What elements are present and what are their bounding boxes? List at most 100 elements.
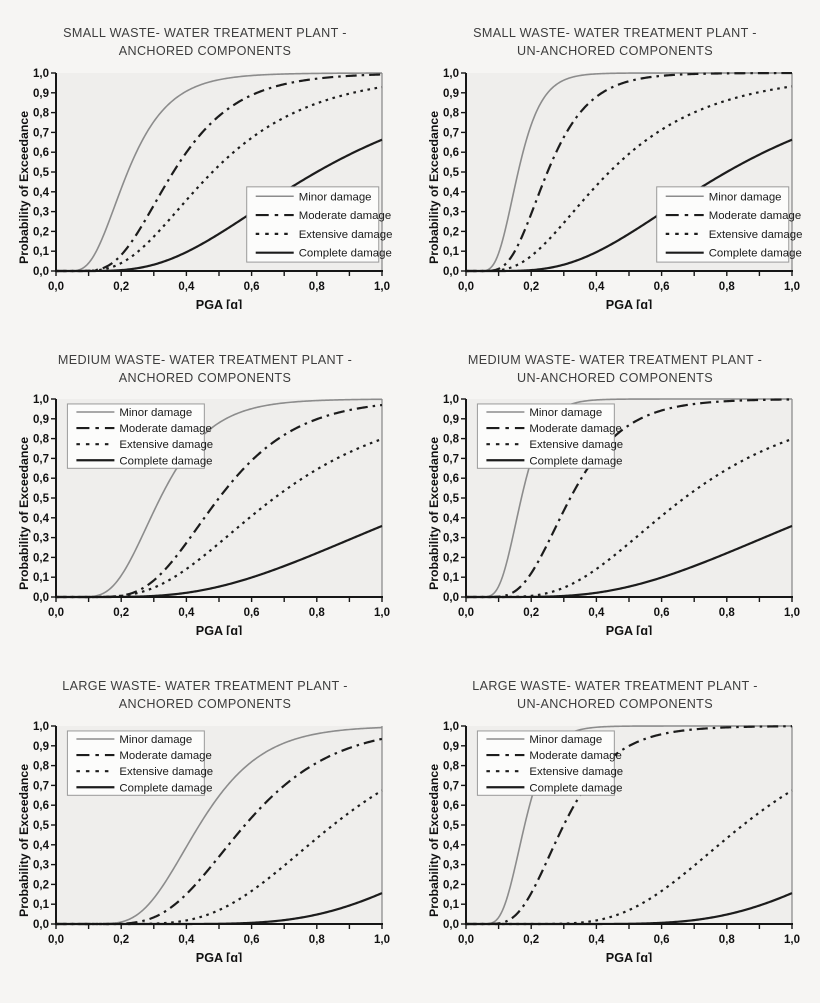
y-axis-label: Probability of Exceedance xyxy=(17,436,31,590)
plot-wrap: Probability of Exceedance 0,0 0,2 0,4 0,6 0,… xyxy=(0,718,410,962)
tick-label: 0,3 xyxy=(33,533,49,545)
chart-title-line2: UN-ANCHORED COMPONENTS xyxy=(517,44,713,59)
legend-label: Moderate damage xyxy=(529,423,621,435)
tick-label: 0,7 xyxy=(443,453,459,465)
chart-title-line1: SMALL WASTE- WATER TREATMENT PLANT - xyxy=(63,26,347,40)
tick-label: 0,1 xyxy=(33,899,50,911)
tick-label: 0,5 xyxy=(33,493,50,505)
tick-label: 0,4 xyxy=(443,186,460,198)
fragility-figure: SMALL WASTE- WATER TREATMENT PLANT - ANC… xyxy=(0,24,820,962)
tick-label: 0,6 xyxy=(443,800,459,812)
tick-label: 0,6 xyxy=(244,934,260,946)
legend-label: Minor damage xyxy=(529,407,602,419)
tick-label: 0,7 xyxy=(33,780,49,792)
plot-wrap: Probability of Exceedance 0,0 0,2 0,4 0,6 0,… xyxy=(410,65,820,309)
tick-label: 0,9 xyxy=(33,87,49,99)
tick-label: 0,8 xyxy=(719,934,736,946)
legend-label: Moderate damage xyxy=(119,750,211,762)
plot-wrap: Probability of Exceedance 0,0 0,2 0,4 0,6 0,… xyxy=(0,391,410,635)
legend-label: Complete damage xyxy=(119,782,212,794)
tick-label: 1,0 xyxy=(784,607,800,619)
legend-label: Extensive damage xyxy=(529,439,623,451)
tick-label: 0,2 xyxy=(443,226,459,238)
tick-label: 0,8 xyxy=(443,107,460,119)
curve-minor-damage xyxy=(56,71,382,272)
tick-label: 0,4 xyxy=(588,281,605,293)
tick-label: 0,6 xyxy=(654,934,670,946)
tick-label: 0,7 xyxy=(33,453,49,465)
curve-moderate-damage xyxy=(466,724,793,925)
legend-box xyxy=(66,729,205,796)
fragility-plot: 0,0 0,2 0,4 0,6 0,8 1,0 0,0 0,1 0,2 0,3 0,4 0,5 0,6 0… xyxy=(33,68,392,309)
chart-title-line2: UN-ANCHORED COMPONENTS xyxy=(517,370,713,385)
tick-label: 0,3 xyxy=(443,533,459,545)
tick-label: 1,0 xyxy=(443,721,459,733)
tick-label: 0,5 xyxy=(443,167,460,179)
tick-label: 0,6 xyxy=(443,147,459,159)
tick-label: 0,6 xyxy=(33,147,49,159)
legend-label: Extensive damage xyxy=(119,766,213,778)
legend-label: Minor damage xyxy=(529,733,602,745)
tick-label: 1,0 xyxy=(33,721,49,733)
tick-label: 0,2 xyxy=(113,934,129,946)
y-axis-label: Probability of Exceedance xyxy=(17,762,31,917)
y-axis-label: Probability of Exceedance xyxy=(17,109,31,264)
tick-label: 0,8 xyxy=(309,934,326,946)
tick-label: 0,8 xyxy=(33,107,50,119)
fragility-plot: 0,0 0,2 0,4 0,6 0,8 1,0 0,0 0,1 0,2 0,3 0,4 0,5 0,6 0… xyxy=(443,721,800,962)
tick-label: 0,4 xyxy=(588,934,605,946)
tick-label: 0,0 xyxy=(443,592,459,604)
legend-box xyxy=(476,403,615,469)
tick-label: 0,2 xyxy=(33,879,49,891)
tick-label: 0,6 xyxy=(244,607,260,619)
tick-label: 0,6 xyxy=(33,473,49,485)
plot-wrap: Probability of Exceedance 0,0 0,2 0,4 0,6 0,… xyxy=(410,718,820,962)
curve-moderate-damage xyxy=(466,71,792,272)
tick-label: 0,4 xyxy=(443,839,460,851)
legend-label: Minor damage xyxy=(299,191,372,203)
tick-label: 0,2 xyxy=(443,552,459,564)
plot-wrap: Probability of Exceedance 0,0 0,2 0,4 0,6 0,… xyxy=(0,65,410,309)
tick-label: 0,0 xyxy=(458,281,474,293)
tick-label: 0,8 xyxy=(309,281,326,293)
tick-label: PGA [g] xyxy=(606,951,652,962)
tick-label: 0,9 xyxy=(443,414,459,426)
tick-label: 1,0 xyxy=(33,394,49,406)
tick-label: 0,1 xyxy=(33,572,50,584)
tick-label: 0,2 xyxy=(33,226,49,238)
tick-label: 0,0 xyxy=(458,607,474,619)
chart-title-line2: UN-ANCHORED COMPONENTS xyxy=(517,697,713,712)
tick-label: 0,0 xyxy=(458,934,474,946)
tick-label: 0,1 xyxy=(443,572,460,584)
tick-label: 0,5 xyxy=(33,167,50,179)
tick-label: 0,6 xyxy=(654,607,670,619)
tick-label: 0,4 xyxy=(178,934,195,946)
tick-label: 1,0 xyxy=(374,607,390,619)
legend-label: Minor damage xyxy=(709,191,782,203)
tick-label: 0,4 xyxy=(443,513,460,525)
tick-label: 0,0 xyxy=(48,934,64,946)
chart-title-line1: SMALL WASTE- WATER TREATMENT PLANT - xyxy=(473,26,757,40)
curve-minor-damage xyxy=(466,398,792,598)
chart-panel-small-anchored: SMALL WASTE- WATER TREATMENT PLANT - ANC… xyxy=(0,24,410,309)
legend-label: Extensive damage xyxy=(709,228,802,240)
legend-label: Complete damage xyxy=(299,247,392,259)
tick-label: 0,0 xyxy=(443,919,459,931)
tick-label: 0,6 xyxy=(33,800,49,812)
legend-label: Complete damage xyxy=(119,455,212,467)
tick-label: 0,8 xyxy=(33,760,50,772)
tick-label: 0,8 xyxy=(309,607,326,619)
chart-title-line1: LARGE WASTE- WATER TREATMENT PLANT - xyxy=(472,679,758,693)
tick-label: 0,0 xyxy=(48,607,64,619)
tick-label: 0,0 xyxy=(33,919,49,931)
curve-minor-damage xyxy=(56,398,383,598)
tick-label: 0,4 xyxy=(33,839,50,851)
tick-label: PGA [g] xyxy=(196,298,242,309)
curve-moderate-damage xyxy=(466,398,793,599)
tick-label: 0,9 xyxy=(443,740,459,752)
tick-label: 0,2 xyxy=(443,879,459,891)
chart-panel-large-unanchored: LARGE WASTE- WATER TREATMENT PLANT - UN-… xyxy=(410,677,820,962)
y-axis-label: Probability of Exceedance xyxy=(427,436,441,590)
fragility-plot: 0,0 0,2 0,4 0,6 0,8 1,0 0,0 0,1 0,2 0,3 0,4 0,5 0,6 0… xyxy=(33,394,390,635)
tick-label: 0,3 xyxy=(33,859,49,871)
